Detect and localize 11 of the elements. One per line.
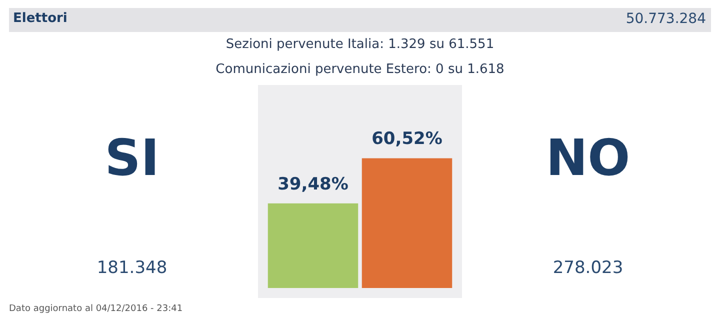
text: Comunicazioni pervenute Estero: 0 su 1.618 (214, 62, 506, 77)
x-tick-label: SI (104, 128, 160, 188)
annotation: 181.348 (96, 258, 168, 278)
chart-title: Elettori (13, 11, 68, 26)
text: Sezioni pervenute Italia: 1.329 su 61.551 (224, 37, 496, 52)
text: 50.773.284 (626, 11, 706, 27)
x-tick-label: NO (544, 128, 632, 188)
data-label: 39,48% (278, 174, 348, 194)
text: Dato aggiornato al 04/12/2016 - 23:41 (9, 304, 183, 314)
annotation: 278.023 (552, 258, 624, 278)
data-label: 60,52% (372, 129, 442, 150)
